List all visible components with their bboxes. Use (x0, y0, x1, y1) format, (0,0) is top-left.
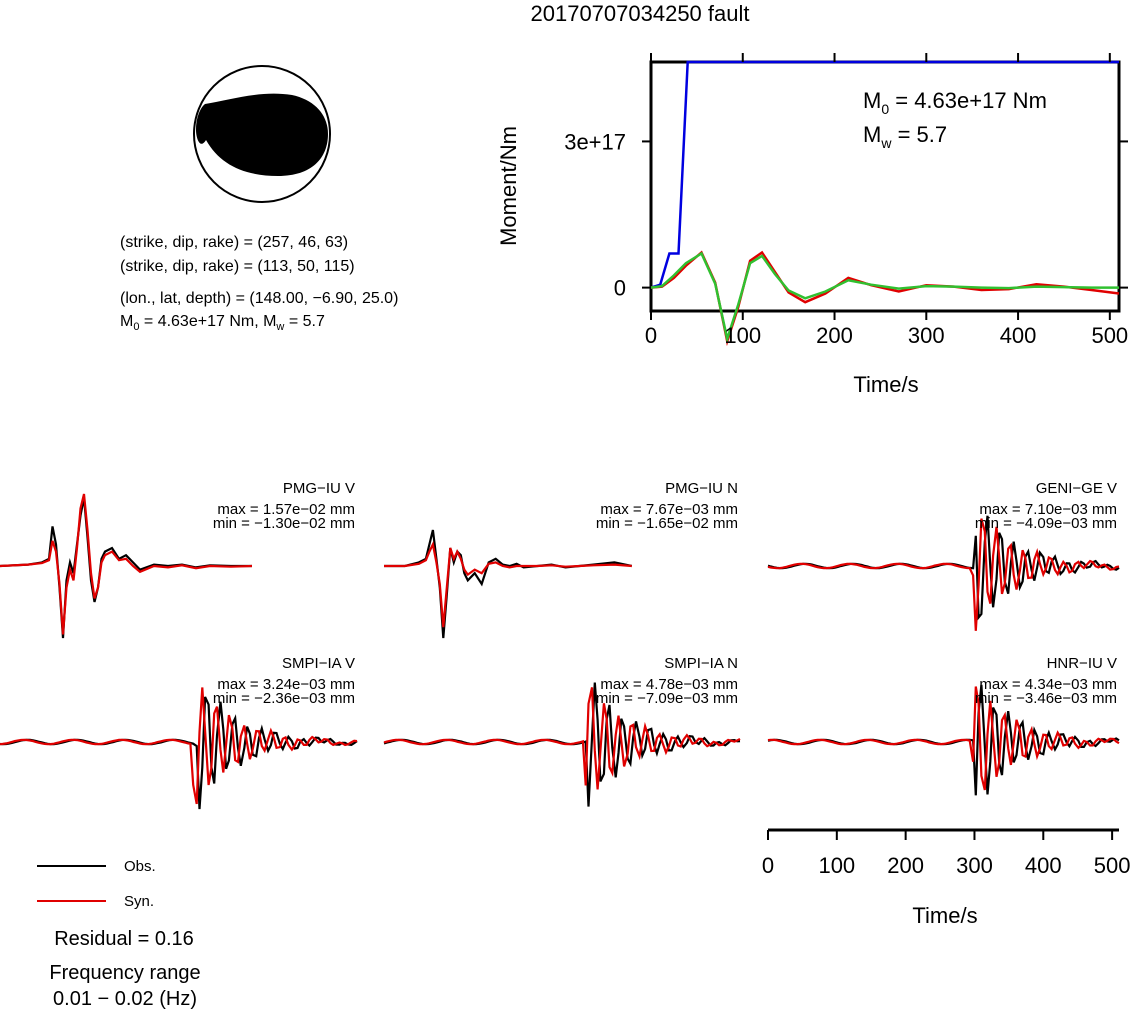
station-max: max = 4.34e−03 mm (979, 676, 1117, 693)
moment-panel: 0 100 200 300 400 500 0 3e+17 Moment/Nm Time/s… (496, 53, 1128, 397)
mw-label: Mw = 5.7 (863, 122, 947, 151)
moment-series-line-1 (650, 250, 1120, 347)
mw-value: = 5.7 (284, 313, 325, 330)
mw-subscript: w (880, 135, 892, 151)
waveform-obs (0, 696, 358, 810)
m0-label: M0 = 4.63e+17 Nm (863, 88, 1047, 117)
moment-x-tick-label: 400 (1000, 323, 1037, 348)
station-name: SMPI−IA V (282, 655, 355, 672)
station-max: max = 7.67e−03 mm (600, 501, 738, 518)
legend: Obs. Syn. (37, 858, 156, 910)
mw-subscript: w (275, 321, 284, 333)
plane2-text: (strike, dip, rake) = (113, 50, 115) (120, 258, 355, 275)
waveform-xlabel: Time/s (912, 903, 977, 928)
waveform-x-axis: 0 100 200 300 400 500 Time/s (762, 828, 1131, 928)
moment-x-tick-label: 0 (645, 323, 657, 348)
moment-ylabel: Moment/Nm (496, 126, 521, 246)
station-max: max = 7.10e−03 mm (979, 501, 1117, 518)
station-name: PMG−IU N (665, 480, 738, 497)
plane1-text: (strike, dip, rake) = (257, 46, 63) (120, 234, 348, 251)
mw-symbol: M (863, 122, 881, 147)
moment-series (650, 60, 1120, 347)
station-max: max = 4.78e−03 mm (600, 676, 738, 693)
moment-series-line-0 (650, 60, 1119, 289)
moment-xlabel: Time/s (853, 372, 918, 397)
waveform-x-tick-label: 0 (762, 853, 774, 878)
beach-ball (193, 65, 331, 203)
waveform-x-tick-label: 500 (1094, 853, 1131, 878)
moment-x-tick-label: 100 (724, 323, 761, 348)
compressional-quadrant (196, 93, 328, 176)
waveform-x-tick-label: 200 (887, 853, 924, 878)
station-max: max = 3.24e−03 mm (217, 676, 355, 693)
waveform-x-tick-label: 400 (1025, 853, 1062, 878)
frequency-range-value: 0.01 − 0.02 (Hz) (53, 988, 197, 1009)
moment-series-line-2 (650, 251, 1119, 344)
legend-syn-label: Syn. (124, 893, 154, 910)
waveform-x-tick-label: 100 (818, 853, 855, 878)
station-name: SMPI−IA N (664, 655, 738, 672)
waveform-syn (383, 687, 741, 790)
moment-x-ticks: 0 100 200 300 400 500 (645, 53, 1128, 348)
moment-x-tick-label: 500 (1091, 323, 1128, 348)
legend-obs-label: Obs. (124, 858, 156, 875)
moment-plot-frame (649, 60, 1121, 313)
waveform-syn (0, 687, 358, 805)
moment-value: = 4.63e+17 Nm, M (139, 313, 276, 330)
waveform-syn (767, 686, 1120, 791)
moment-y-ticks: 0 3e+17 (564, 129, 1128, 301)
waveform-syn (767, 518, 1120, 631)
location-text: (lon., lat, depth) = (148.00, −6.90, 25.… (120, 290, 398, 307)
figure-title: 20170707034250 fault (531, 1, 750, 26)
waveform-syn (384, 540, 632, 628)
station-max: max = 1.57e−02 mm (217, 501, 355, 518)
station-name: HNR−IU V (1047, 655, 1117, 672)
station-min: min = −3.46e−03 mm (975, 690, 1117, 707)
moment-x-tick-label: 300 (908, 323, 945, 348)
moment-symbol: M (120, 313, 133, 330)
waveform-obs (384, 529, 633, 639)
waveform-x-ticks: 0 100 200 300 400 500 (762, 830, 1131, 878)
station-min: min = −1.65e−02 mm (596, 515, 738, 532)
moment-x-tick-label: 200 (816, 323, 853, 348)
residual-text: Residual = 0.16 (54, 928, 194, 950)
station-min: min = −1.30e−02 mm (213, 515, 355, 532)
station-min: min = −2.36e−03 mm (213, 690, 355, 707)
m0-value: = 4.63e+17 Nm (889, 88, 1047, 113)
frequency-range-label: Frequency range (49, 962, 200, 984)
moment-subscript: 0 (133, 321, 139, 333)
waveform-x-tick-label: 300 (956, 853, 993, 878)
station-name: PMG−IU V (283, 480, 355, 497)
m0-symbol: M (863, 88, 881, 113)
m0-subscript: 0 (881, 101, 889, 117)
mw-value: = 5.7 (891, 122, 947, 147)
station-name: GENI−GE V (1036, 480, 1117, 497)
waveform-syn (0, 493, 253, 635)
moment-text: M0 = 4.63e+17 Nm, Mw = 5.7 (120, 313, 325, 333)
station-min: min = −7.09e−03 mm (596, 690, 738, 707)
station-min: min = −4.09e−03 mm (975, 515, 1117, 532)
moment-y-tick-label: 3e+17 (564, 129, 626, 154)
moment-y-tick-label: 0 (614, 276, 626, 301)
